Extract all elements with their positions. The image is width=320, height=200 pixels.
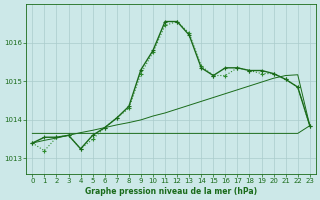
X-axis label: Graphe pression niveau de la mer (hPa): Graphe pression niveau de la mer (hPa) [85,187,257,196]
